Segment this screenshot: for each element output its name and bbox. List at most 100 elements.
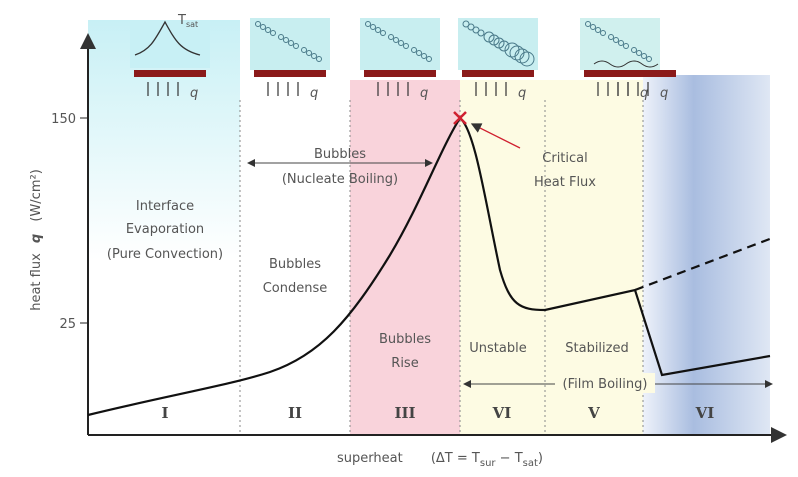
bubble	[636, 50, 642, 56]
bubble	[590, 24, 596, 30]
chf-pointer	[470, 123, 521, 149]
bubble	[288, 40, 294, 46]
heater	[604, 70, 676, 77]
bubble	[265, 27, 271, 33]
annotation: (Nucleate Boiling)	[282, 172, 398, 187]
unit: (W/cm²)	[29, 169, 44, 221]
bubble	[293, 43, 299, 49]
annotation: Unstable	[469, 341, 526, 356]
sub: sat	[186, 20, 198, 29]
formula: − T	[496, 451, 523, 466]
region-label: VI	[695, 404, 715, 422]
bubble	[462, 20, 470, 28]
annotation: (Pure Convection)	[107, 247, 223, 262]
t: T	[177, 13, 186, 28]
bubble	[519, 51, 535, 67]
q-label: q	[190, 86, 198, 101]
icon-bg	[580, 18, 660, 70]
bubble	[365, 21, 371, 27]
annotation: Bubbles	[314, 147, 366, 162]
icon-curve	[134, 20, 201, 56]
bubble	[370, 24, 376, 30]
bubble	[411, 47, 417, 53]
heater	[462, 70, 534, 77]
bubble	[608, 34, 614, 40]
bubble	[301, 47, 307, 53]
bubble	[623, 43, 629, 49]
bubble	[472, 26, 480, 34]
bubble	[631, 47, 637, 53]
bubble	[618, 40, 624, 46]
q-label: q	[310, 86, 318, 101]
region-label: I	[161, 404, 168, 422]
extrapolated-curve	[634, 235, 776, 292]
bubble	[595, 27, 601, 33]
q-label: q	[518, 86, 526, 101]
bubble	[641, 53, 647, 59]
bubble	[306, 50, 312, 56]
bubble	[467, 23, 475, 31]
icon-bg	[458, 18, 538, 70]
label: superheat	[337, 451, 403, 466]
bubble	[255, 21, 261, 27]
bubble	[283, 37, 289, 43]
bubble	[311, 53, 317, 59]
sub: sat	[523, 458, 538, 469]
region-label: V	[587, 404, 600, 422]
bubble	[416, 50, 422, 56]
region-labels: I II III VI V VI	[161, 404, 714, 422]
bubble	[421, 53, 427, 59]
region-label: VI	[492, 404, 512, 422]
heater	[254, 70, 326, 77]
film-wave	[593, 60, 659, 68]
symbol: q	[29, 234, 44, 243]
bubble	[477, 29, 485, 37]
annotation: (Film Boiling)	[563, 377, 648, 392]
bubble	[380, 30, 386, 36]
q-label: q	[640, 86, 648, 101]
region-label: III	[394, 404, 415, 422]
bubble	[375, 27, 381, 33]
bubble	[388, 34, 394, 40]
y-tick-label: 25	[59, 317, 76, 332]
boiling-curve	[87, 116, 771, 417]
bubble	[498, 40, 510, 52]
region-bg	[350, 80, 460, 435]
x-axis-label: superheat (ΔT = Tsur − Tsat)	[337, 451, 543, 469]
y-axis-label: heat flux q (W/cm²)	[29, 169, 44, 311]
region-label: II	[288, 404, 302, 422]
annotation: Bubbles	[269, 257, 321, 272]
bubble	[613, 37, 619, 43]
annotation: Bubbles	[379, 332, 431, 347]
q-label: q	[420, 86, 428, 101]
q-label: q	[660, 86, 668, 101]
formula: )	[538, 451, 543, 466]
annotation: Stabilized	[565, 341, 628, 356]
icon-bg	[130, 20, 210, 68]
bubble	[270, 30, 276, 36]
bubble	[316, 56, 322, 62]
label-bg	[555, 373, 655, 393]
annotation: Interface	[136, 199, 194, 214]
chf-marker	[453, 111, 467, 125]
label: heat flux	[29, 253, 44, 311]
annotation: Critical	[542, 151, 587, 166]
annotations: Interface Evaporation (Pure Convection) …	[107, 147, 655, 393]
bubble	[393, 37, 399, 43]
annotation: Condense	[263, 281, 328, 296]
bubble	[514, 48, 530, 64]
bubble	[278, 34, 284, 40]
annotation: Evaporation	[126, 222, 204, 237]
heater	[134, 70, 206, 77]
dividers	[239, 100, 644, 435]
sub: sur	[480, 458, 497, 469]
formula: (ΔT = T	[431, 451, 480, 466]
icon-bg	[250, 18, 330, 70]
heater	[364, 70, 436, 77]
region-bg	[643, 75, 770, 435]
annotation: Heat Flux	[534, 175, 596, 190]
bubble	[260, 24, 266, 30]
bubble	[426, 56, 432, 62]
